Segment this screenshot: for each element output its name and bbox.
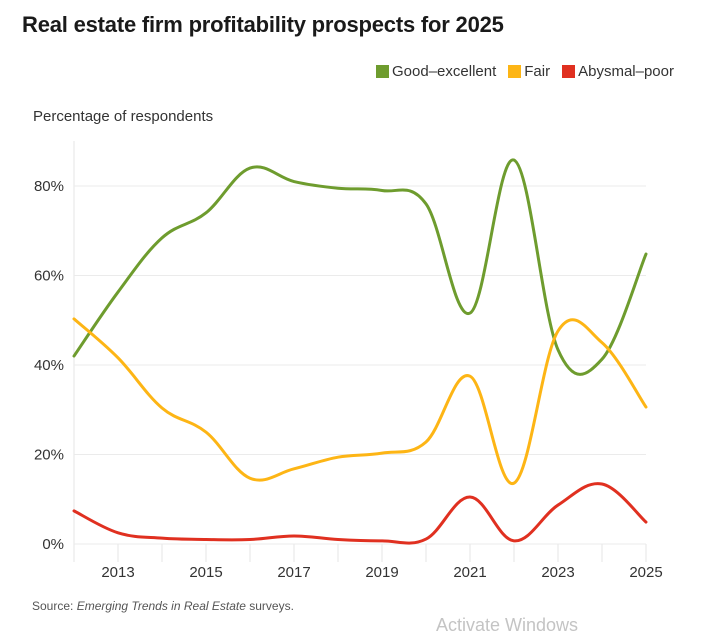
y-tick-label: 80% xyxy=(34,178,64,195)
series-lines xyxy=(72,158,648,545)
series-line-fair xyxy=(72,317,648,485)
legend-item-fair: Fair xyxy=(508,63,550,80)
x-tick-label: 2017 xyxy=(277,564,310,581)
x-tick-label: 2023 xyxy=(541,564,574,581)
y-tick-label: 0% xyxy=(42,536,64,553)
y-tick-label: 60% xyxy=(34,268,64,285)
x-tick-label: 2021 xyxy=(453,564,486,581)
legend-label-fair: Fair xyxy=(524,63,551,80)
legend-swatch-abysmal-poor xyxy=(562,65,576,78)
x-tick-label: 2025 xyxy=(629,564,662,581)
source-note: Source: Emerging Trends in Real Estate s… xyxy=(32,599,294,613)
chart-title: Real estate firm profitability prospects… xyxy=(22,12,504,37)
legend-item-abysmal-poor: Abysmal–poor xyxy=(562,63,674,80)
series-line-abysmal-poor xyxy=(72,482,648,545)
legend-label-abysmal-poor: Abysmal–poor xyxy=(578,63,674,80)
y-axis-ticks: 0% 20% 40% 60% 80% xyxy=(34,178,64,553)
activate-windows-watermark: Activate Windows xyxy=(436,615,579,635)
y-tick-label: 40% xyxy=(34,357,64,374)
series-line-good-excellent xyxy=(72,158,648,376)
legend: Good–excellent Fair Abysmal–poor xyxy=(376,63,674,80)
source-prefix: Source: xyxy=(32,599,77,613)
y-tick-label: 20% xyxy=(34,447,64,464)
source-suffix: surveys. xyxy=(245,599,294,613)
gridlines xyxy=(73,141,646,562)
source-title: Emerging Trends in Real Estate xyxy=(76,599,246,613)
legend-swatch-good-excellent xyxy=(376,65,390,78)
x-axis-ticks: 2013 2015 2017 2019 2021 2023 2025 xyxy=(73,544,663,581)
x-tick-label: 2015 xyxy=(189,564,222,581)
legend-swatch-fair xyxy=(508,65,522,78)
x-tick-label: 2013 xyxy=(101,564,134,581)
legend-label-good-excellent: Good–excellent xyxy=(392,63,497,80)
legend-item-good-excellent: Good–excellent xyxy=(376,63,496,80)
x-tick-label: 2019 xyxy=(365,564,398,581)
y-axis-label: Percentage of respondents xyxy=(33,108,214,125)
